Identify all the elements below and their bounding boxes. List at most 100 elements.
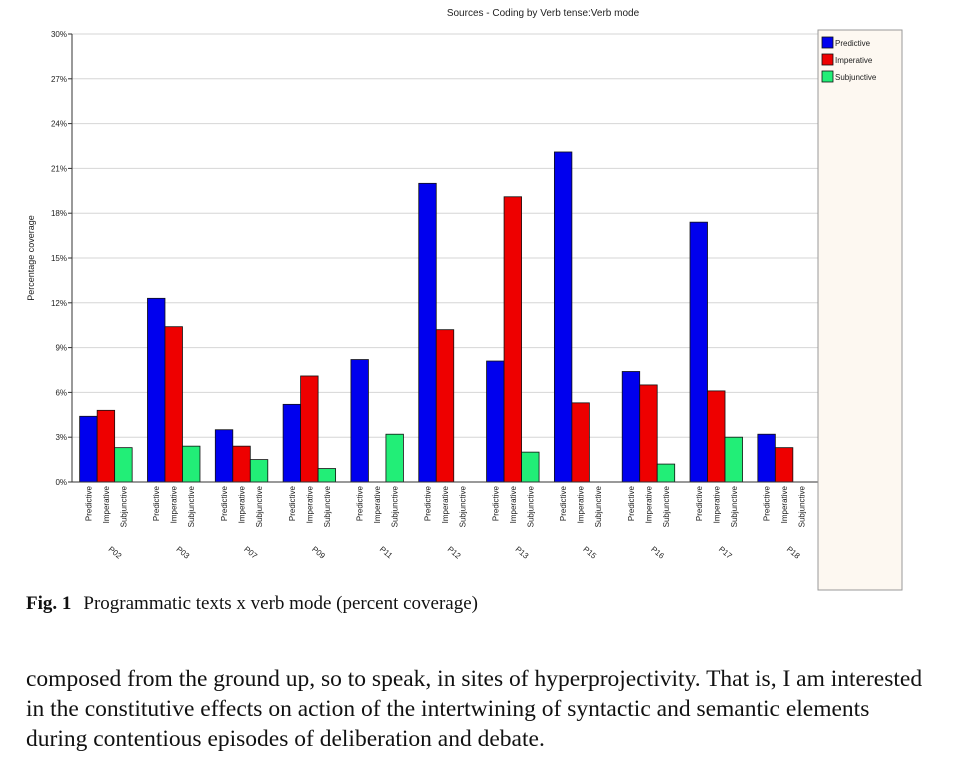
y-axis-ticks: 0% 3% 6% 9% 12% 15% 18% 21% 24% 27% 30%	[51, 30, 72, 487]
x-series-label: Predictive	[763, 485, 772, 521]
x-series-label: Subjunctive	[323, 485, 332, 527]
x-series-label: Imperative	[373, 485, 382, 523]
y-axis-label: Percentage coverage	[26, 215, 36, 301]
x-series-label: Predictive	[356, 485, 365, 521]
legend-panel: Predictive Imperative Subjunctive	[817, 29, 903, 591]
bar-imperative	[435, 329, 455, 483]
x-series-label: Subjunctive	[526, 485, 535, 527]
bar-imperative	[571, 402, 590, 483]
bars	[79, 151, 794, 483]
x-category-label: P12	[446, 545, 463, 561]
bar-imperative	[300, 375, 319, 483]
bar-subjunctive	[385, 433, 404, 483]
x-category-label: P15	[581, 545, 598, 561]
bar-predictive	[418, 182, 437, 483]
bar-imperative	[639, 384, 658, 483]
bar-subjunctive	[114, 447, 133, 483]
y-tick-label: 3%	[55, 433, 67, 442]
x-category-label: P03	[174, 545, 191, 561]
bar-subjunctive	[249, 459, 269, 483]
y-tick-label: 18%	[51, 209, 67, 218]
legend-label: Predictive	[835, 39, 871, 48]
y-tick-label: 0%	[55, 478, 67, 487]
chart-title: Sources - Coding by Verb tense:Verb mode	[447, 8, 640, 19]
legend-swatch	[821, 36, 834, 49]
bar-predictive	[757, 433, 776, 483]
x-series-label: Subjunctive	[798, 485, 807, 527]
bar-predictive	[350, 359, 369, 483]
x-series-label: Predictive	[491, 485, 500, 521]
x-series-label: Imperative	[712, 485, 721, 523]
y-tick-label: 15%	[51, 254, 67, 263]
y-tick-label: 21%	[51, 164, 67, 173]
y-tick-label: 6%	[55, 388, 67, 397]
bar-subjunctive	[317, 468, 337, 483]
legend-swatch	[821, 70, 834, 83]
bar-predictive	[79, 415, 98, 483]
bar-subjunctive	[656, 463, 676, 483]
bar-predictive	[553, 151, 573, 483]
figure-caption-text: Programmatic texts x verb mode (percent …	[83, 593, 479, 614]
x-series-label: Imperative	[509, 485, 518, 523]
x-series-label: Subjunctive	[459, 485, 468, 527]
x-series-label: Imperative	[577, 485, 586, 523]
x-series-label: Predictive	[695, 485, 704, 521]
x-series-label: Subjunctive	[119, 485, 128, 527]
legend-background	[817, 29, 903, 591]
x-series-label: Subjunctive	[255, 485, 264, 527]
x-series-label: Imperative	[305, 485, 314, 523]
chart: Sources - Coding by Verb tense:Verb mode…	[26, 8, 903, 591]
x-series-label: Imperative	[780, 485, 789, 523]
y-tick-label: 30%	[51, 30, 67, 39]
x-series-label: Predictive	[424, 485, 433, 521]
bar-predictive	[486, 360, 505, 483]
x-series-label: Predictive	[627, 485, 636, 521]
x-series-label: Predictive	[559, 485, 568, 521]
x-series-label: Predictive	[220, 485, 229, 521]
bar-predictive	[689, 221, 708, 483]
bar-imperative	[707, 390, 726, 483]
x-series-label: Subjunctive	[391, 485, 400, 527]
y-tick-label: 27%	[51, 75, 67, 84]
x-category-label: P18	[785, 545, 802, 561]
x-series-label: Subjunctive	[187, 485, 196, 527]
bar-imperative	[164, 326, 183, 483]
x-series-label: Imperative	[170, 485, 179, 523]
x-axis-labels: Predictive Imperative Subjunctive P02 Predic…	[84, 485, 806, 561]
bar-predictive	[147, 297, 166, 483]
x-category-label: P16	[649, 545, 666, 561]
legend-label: Imperative	[835, 56, 873, 65]
y-tick-label: 24%	[51, 120, 67, 129]
x-series-label: Subjunctive	[730, 485, 739, 527]
x-series-label: Predictive	[288, 485, 297, 521]
x-series-label: Predictive	[84, 485, 93, 521]
x-series-label: Imperative	[238, 485, 247, 523]
x-series-label: Subjunctive	[662, 485, 671, 527]
bar-imperative	[96, 409, 116, 483]
x-category-label: P11	[378, 545, 395, 561]
legend: Predictive Imperative Subjunctive	[821, 36, 877, 83]
legend-swatch	[821, 53, 834, 66]
bar-predictive	[214, 429, 234, 483]
x-series-label: Imperative	[102, 485, 111, 523]
bar-imperative	[503, 196, 522, 483]
bar-predictive	[621, 371, 641, 483]
bar-predictive	[282, 403, 302, 483]
x-series-label: Subjunctive	[594, 485, 603, 527]
x-series-label: Imperative	[441, 485, 450, 523]
legend-label: Subjunctive	[835, 73, 877, 82]
figure-label: Fig. 1	[26, 593, 72, 614]
bar-imperative	[232, 445, 251, 483]
bar-imperative	[774, 447, 794, 483]
chart-svg: Sources - Coding by Verb tense:Verb mode…	[26, 8, 903, 591]
x-category-label: P09	[310, 545, 327, 561]
bar-subjunctive	[724, 436, 743, 483]
x-category-label: P13	[514, 545, 531, 561]
body-paragraph: composed from the ground up, so to speak…	[26, 664, 926, 754]
x-category-label: P02	[107, 545, 124, 561]
y-tick-label: 12%	[51, 299, 67, 308]
figure-caption: Fig. 1 Programmatic texts x verb mode (pe…	[26, 593, 936, 615]
x-series-label: Predictive	[152, 485, 161, 521]
body-paragraph-text: composed from the ground up, so to speak…	[26, 666, 923, 752]
y-tick-label: 9%	[55, 344, 67, 353]
